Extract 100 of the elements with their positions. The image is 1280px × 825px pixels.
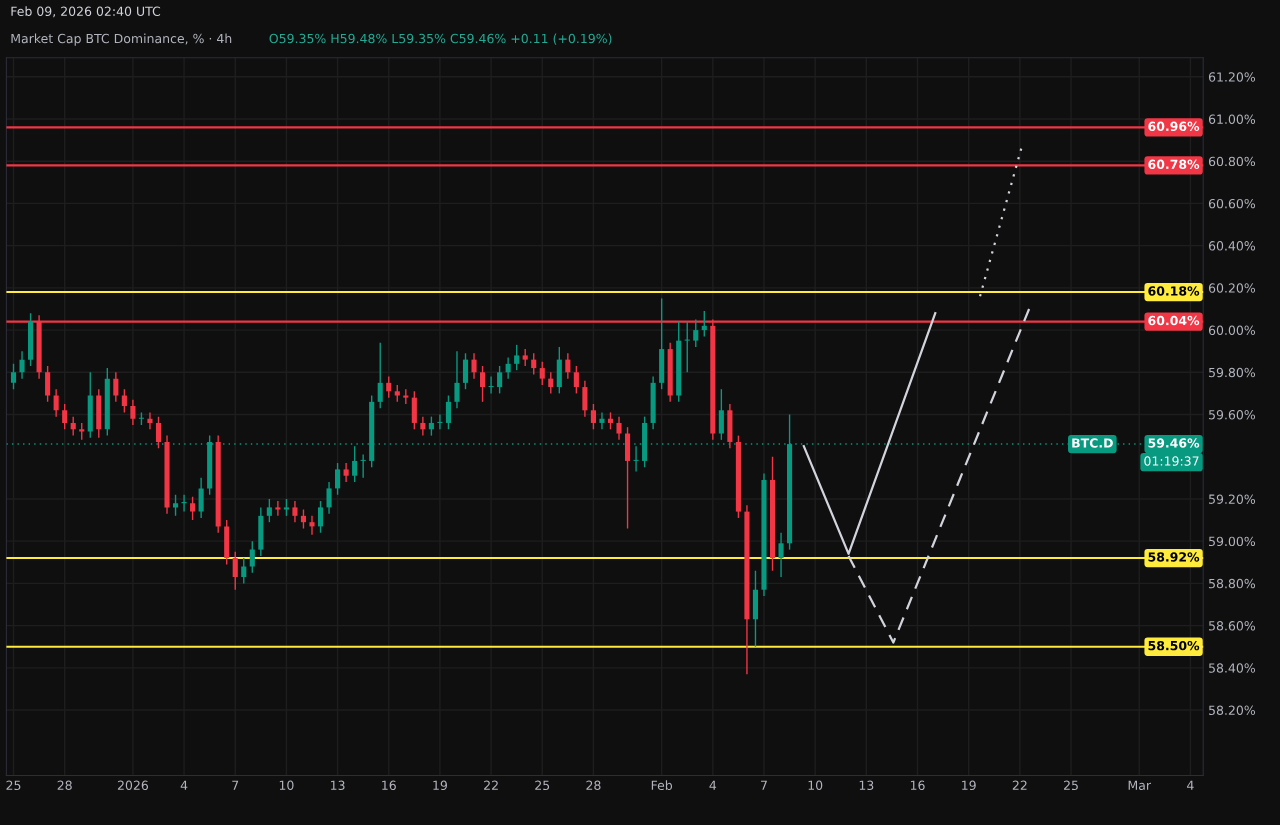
x-tick-label: 25 [6,780,21,791]
candlestick [335,462,341,496]
chart-title: Market Cap BTC Dominance, % · 4h [11,33,232,46]
candlestick [19,350,25,380]
x-tick-label: 22 [484,780,498,790]
candlestick [386,375,392,399]
candlestick [684,320,690,373]
candlestick [266,498,272,523]
candlestick [241,557,247,585]
candlestick [155,415,162,449]
x-tick-label: 7 [761,780,767,790]
y-tick-label: 60.80% [1208,156,1256,167]
candlestick [113,371,119,403]
candlestick [590,403,596,430]
x-tick-label: 4 [1187,780,1194,790]
candlestick [539,361,545,386]
x-tick-label: 28 [586,780,601,791]
candlestick [505,356,511,380]
x-tick-label: Mar [1128,780,1152,791]
text: Feb 09, 2026 02:40 UTC [11,6,161,18]
ref-line-label: 58.92% [1148,552,1200,562]
annotation: BTC.D [1072,438,1113,448]
x-tick-label: 25 [535,780,550,791]
candlestick [326,481,332,515]
candlestick [582,380,588,418]
chart-subtitle: O59.35% H59.48% L59.35% C59.46% +0.11 (+0.19%) [269,33,612,45]
annotation: 01:19:37 [1144,456,1199,466]
candlestick [778,532,784,578]
candlestick [488,375,494,395]
candlestick [181,494,187,513]
y-tick-label: 59.20% [1209,494,1256,504]
x-tick-label: 16 [910,780,925,791]
x-tick-label: 25 [1063,780,1078,791]
candlestick [198,477,204,519]
y-tick-label: 59.60% [1209,409,1256,420]
candlestick [462,352,469,390]
candlestick [309,515,315,536]
candlestick [437,413,443,430]
candlestick [62,403,68,430]
y-tick-label: 61.20% [1208,72,1256,82]
candlestick [121,388,127,414]
candlestick [548,371,554,395]
candlestick [565,352,571,380]
candlestick [300,508,307,530]
candlestick [232,551,238,591]
candlestick [172,494,179,517]
candlestick [45,365,51,403]
candlestick [599,411,605,430]
candlestick [275,500,281,517]
y-tick-label: 61.00% [1208,114,1256,124]
x-tick-label: 22 [1012,780,1027,790]
candlestick [249,540,255,574]
candlestick [701,310,707,338]
y-tick-label: 58.40% [1209,663,1256,673]
candlestick [480,365,486,403]
candlestick [573,365,579,395]
candlestick [147,411,153,430]
candlestick [445,394,452,430]
y-tick-label: 59.00% [1209,536,1256,547]
x-tick-label: 10 [279,780,294,791]
candlestick [352,445,358,483]
x-tick-label: Feb [651,780,673,791]
candlestick [360,453,366,479]
y-tick-label: 60.00% [1208,325,1256,335]
ref-line-label: 59.46% [1148,438,1200,448]
ref-line-label: 60.18% [1148,286,1200,296]
x-tick-label: 19 [962,780,976,791]
candlestick [531,352,537,376]
candlestick [70,415,76,437]
ref-line-label: 60.04% [1148,315,1200,326]
x-tick-label: 4 [709,780,717,790]
candlestick [403,388,409,405]
candlestick [343,462,349,483]
ref-line-label: 58.50% [1148,640,1200,651]
candlestick [10,363,17,390]
candlestick [514,344,520,371]
y-tick-label: 58.60% [1209,621,1256,631]
candlestick [454,350,460,409]
candlestick [292,500,298,523]
x-tick-label: 13 [859,780,874,791]
candlestick [718,388,724,441]
candlestick [693,318,699,348]
candlestick [317,500,324,534]
x-tick-label: 28 [57,780,72,791]
y-tick-label: 60.40% [1208,241,1256,251]
x-tick-label: 7 [232,780,239,790]
y-tick-label: 60.60% [1208,198,1256,209]
candlestick [616,415,622,441]
candlestick [377,342,383,409]
candlestick [190,496,196,521]
x-tick-label: 16 [382,780,396,791]
x-tick-label: 13 [331,780,345,791]
y-tick-label: 59.80% [1209,367,1256,378]
candlestick [497,365,503,395]
candlestick [53,388,59,418]
x-tick-label: 10 [808,780,823,791]
candlestick [420,415,426,437]
x-tick-label: 2026 [117,780,149,791]
ref-line-label: 60.96% [1148,121,1200,132]
x-tick-label: 4 [180,780,188,790]
